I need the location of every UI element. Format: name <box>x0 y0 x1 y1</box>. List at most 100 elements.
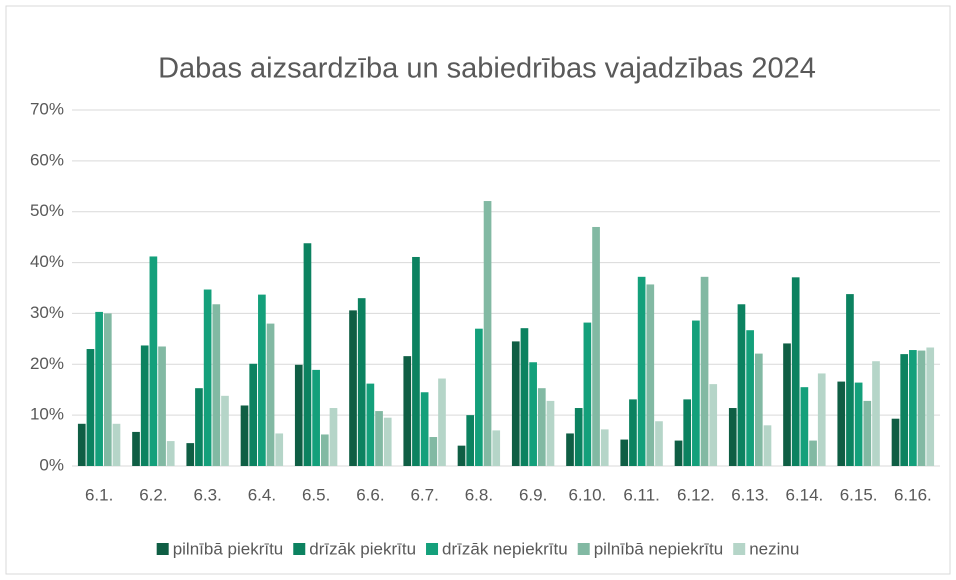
bar <box>403 356 412 466</box>
legend-swatch <box>577 543 590 555</box>
x-tick-label: 6.16. <box>894 485 932 504</box>
legend-swatch <box>156 543 169 555</box>
bar <box>240 405 249 466</box>
bar <box>149 256 158 466</box>
bar <box>140 345 149 466</box>
bar <box>383 417 392 466</box>
bar <box>529 362 537 466</box>
x-tick-label: 6.13. <box>731 485 769 504</box>
bar <box>312 369 320 466</box>
bar <box>600 429 609 466</box>
bar <box>438 378 446 466</box>
bar <box>249 363 258 466</box>
x-tick-label: 6.10. <box>568 485 606 504</box>
x-tick-label: 6.5. <box>302 485 330 504</box>
bar <box>195 388 203 466</box>
x-tick-label: 6.4. <box>248 485 276 504</box>
bar <box>783 343 791 466</box>
bar <box>854 382 863 466</box>
x-tick-label: 6.6. <box>356 485 384 504</box>
bar <box>863 400 872 466</box>
bar <box>357 298 366 466</box>
bar <box>629 399 637 466</box>
bar <box>77 423 86 466</box>
bar <box>846 294 854 466</box>
bar <box>709 384 718 466</box>
bar <box>492 430 501 466</box>
bar <box>637 276 646 466</box>
legend-label: pilnībā piekrītu <box>173 539 284 558</box>
legend-label: nezinu <box>749 539 799 558</box>
bar <box>95 311 103 466</box>
x-tick-label: 6.15. <box>840 485 878 504</box>
legend-swatch <box>426 543 439 555</box>
bar <box>909 350 917 466</box>
bar <box>483 201 492 466</box>
bar <box>566 433 574 466</box>
bar <box>926 347 935 466</box>
bar <box>132 431 140 466</box>
bar <box>746 330 754 466</box>
y-tick-label: 20% <box>30 354 64 373</box>
bar <box>620 439 629 466</box>
bar <box>366 383 375 466</box>
bar <box>574 408 583 466</box>
y-tick-label: 70% <box>30 99 64 118</box>
bar <box>166 441 175 466</box>
bar <box>420 392 429 466</box>
bar <box>320 434 329 466</box>
bar <box>221 395 229 466</box>
x-tick-label: 6.8. <box>465 485 493 504</box>
x-tick-label: 6.9. <box>519 485 547 504</box>
bar <box>203 289 212 466</box>
bar <box>791 277 800 466</box>
bar <box>728 408 737 466</box>
bar <box>817 373 826 466</box>
y-tick-label: 30% <box>30 303 64 322</box>
bar <box>655 421 663 466</box>
bar <box>329 408 338 466</box>
bar <box>583 322 592 466</box>
bar <box>692 320 700 466</box>
bar <box>900 354 909 466</box>
legend-label: drīzāk piekrītu <box>309 539 416 558</box>
bar <box>754 353 763 466</box>
bar <box>872 361 880 466</box>
bar <box>809 440 817 466</box>
bar <box>212 304 221 466</box>
bar <box>737 304 746 466</box>
y-tick-label: 40% <box>30 252 64 271</box>
x-tick-label: 6.7. <box>410 485 438 504</box>
bar <box>763 425 772 466</box>
bar <box>475 328 483 466</box>
x-tick-label: 6.14. <box>785 485 823 504</box>
bar <box>412 256 420 466</box>
bar <box>294 364 303 466</box>
legend-label: drīzāk nepiekrītu <box>442 539 568 558</box>
bar <box>466 415 475 466</box>
bar <box>275 433 284 466</box>
chart-title: Dabas aizsardzība un sabiedrības vajadzī… <box>158 53 816 85</box>
bar <box>891 418 900 466</box>
bar <box>800 387 809 466</box>
bar <box>546 400 555 466</box>
x-tick-label: 6.11. <box>623 485 660 504</box>
bar <box>112 423 121 466</box>
y-tick-label: 0% <box>39 455 64 474</box>
y-tick-label: 60% <box>30 150 64 169</box>
bar <box>103 313 112 466</box>
bar <box>917 350 926 466</box>
x-tick-label: 6.3. <box>193 485 221 504</box>
x-tick-label: 6.2. <box>139 485 167 504</box>
bar <box>511 341 520 466</box>
bar <box>429 437 438 466</box>
y-tick-label: 50% <box>30 201 64 220</box>
bar <box>592 226 600 466</box>
legend-swatch <box>293 543 306 555</box>
bar <box>349 310 357 466</box>
bar <box>86 349 95 466</box>
bar <box>158 346 166 466</box>
bar <box>186 443 195 466</box>
x-tick-label: 6.12. <box>677 485 715 504</box>
